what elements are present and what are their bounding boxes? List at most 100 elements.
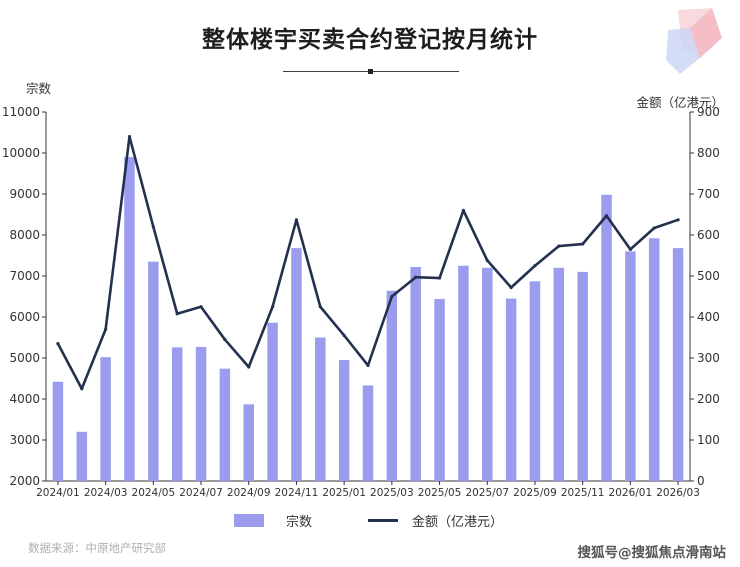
bar-count	[338, 360, 350, 481]
legend-item-count: 宗数	[234, 511, 312, 530]
bar-count	[625, 251, 636, 481]
bar-count	[100, 357, 111, 481]
line-point-amount	[104, 327, 108, 331]
right-tick-label: 200	[697, 392, 720, 406]
left-tick-label: 9000	[9, 187, 40, 201]
chart-legend: 宗数 金额（亿港元）	[0, 508, 740, 532]
bar-count	[648, 238, 660, 481]
title-divider-dot	[368, 69, 373, 74]
line-point-amount	[294, 218, 299, 222]
line-point-amount	[485, 258, 489, 263]
x-tick-label: 2024/09	[227, 487, 271, 499]
bar-count	[124, 157, 135, 481]
bar-count	[267, 322, 278, 481]
line-point-amount	[199, 305, 203, 309]
corner-logo-graphic	[666, 8, 722, 74]
right-tick-label: 0	[697, 474, 705, 488]
line-point-amount	[127, 135, 132, 139]
left-tick-label: 7000	[9, 269, 40, 283]
right-tick-label: 500	[697, 269, 720, 283]
right-tick-label: 600	[697, 228, 720, 242]
x-tick-label: 2025/11	[561, 487, 605, 499]
line-point-amount	[366, 363, 370, 367]
line-point-amount	[342, 333, 346, 338]
left-tick-label: 2000	[9, 474, 40, 488]
left-axis-unit-label: 宗数	[26, 81, 52, 96]
x-tick-label: 2024/05	[132, 487, 176, 499]
x-tick-label: 2024/01	[36, 487, 80, 499]
right-tick-label: 300	[697, 351, 720, 365]
line-point-amount	[509, 285, 513, 290]
bar-count	[148, 261, 159, 481]
line-point-amount	[604, 214, 609, 218]
bar-count	[52, 381, 64, 481]
right-axis-unit-label: 金额（亿港元）	[636, 95, 724, 110]
left-tick-label: 8000	[9, 228, 40, 242]
line-point-amount	[581, 242, 585, 246]
legend-item-amount: 金额（亿港元）	[368, 511, 503, 530]
bar-count	[171, 347, 183, 481]
bar-count	[577, 271, 588, 481]
bar-count	[219, 368, 231, 481]
chart-title: 整体楼宇买卖合约登记按月统计	[202, 27, 538, 53]
left-tick-label: 5000	[9, 351, 40, 365]
bar-count	[315, 337, 326, 481]
bar-count	[362, 385, 374, 481]
bar-count	[195, 346, 207, 481]
bar-count	[458, 265, 469, 481]
bar-count	[434, 298, 445, 481]
bar-count	[601, 194, 612, 481]
bar-count	[482, 267, 493, 481]
legend-label-amount: 金额（亿港元）	[412, 515, 504, 530]
left-tick-label: 10000	[2, 146, 40, 160]
bar-count	[529, 281, 541, 481]
left-tick-label: 3000	[9, 433, 40, 447]
legend-swatch-bar	[234, 514, 264, 527]
line-point-amount	[151, 225, 155, 229]
x-tick-label: 2024/03	[84, 487, 128, 499]
line-point-amount	[56, 342, 60, 346]
line-point-amount	[652, 226, 656, 230]
line-point-amount	[676, 218, 680, 222]
x-tick-label: 2024/07	[179, 487, 223, 499]
x-tick-label: 2025/09	[513, 487, 557, 499]
bar-count	[505, 298, 517, 481]
right-tick-label: 800	[697, 146, 720, 160]
left-tick-label: 6000	[9, 310, 40, 324]
line-point-amount	[318, 305, 322, 309]
bar-count	[386, 290, 398, 481]
legend-label-count: 宗数	[286, 515, 313, 530]
source-note: 数据来源：中原地产研究部	[28, 541, 166, 555]
left-tick-label: 4000	[9, 392, 40, 406]
line-point-amount	[628, 247, 632, 251]
watermark-text: 搜狐号@搜狐焦点滑南站	[577, 545, 727, 561]
bar-count	[553, 267, 565, 481]
right-tick-label: 900	[697, 105, 720, 119]
x-tick-label: 2024/11	[275, 487, 319, 499]
line-point-amount	[414, 275, 418, 279]
x-tick-label: 2026/01	[609, 487, 653, 499]
x-tick-label: 2025/07	[465, 487, 509, 499]
right-tick-label: 700	[697, 187, 720, 201]
bar-count	[243, 404, 254, 481]
bar-count	[76, 431, 88, 481]
x-tick-label: 2025/03	[370, 487, 414, 499]
x-tick-label: 2025/01	[322, 487, 366, 499]
legend-swatch-line	[368, 519, 398, 522]
line-point-amount	[533, 264, 537, 268]
line-point-amount	[461, 208, 466, 212]
line-point-amount	[175, 312, 179, 316]
line-point-amount	[270, 305, 275, 309]
right-tick-label: 400	[697, 310, 720, 324]
line-point-amount	[247, 365, 251, 369]
line-point-amount	[223, 337, 227, 342]
bar-count	[291, 248, 302, 481]
x-tick-label: 2026/03	[656, 487, 700, 499]
bar-count	[672, 248, 684, 481]
x-tick-label: 2025/05	[418, 487, 462, 499]
left-tick-label: 11000	[2, 105, 40, 119]
right-tick-label: 100	[697, 433, 720, 447]
line-point-amount	[557, 244, 561, 248]
bar-count	[410, 266, 421, 481]
